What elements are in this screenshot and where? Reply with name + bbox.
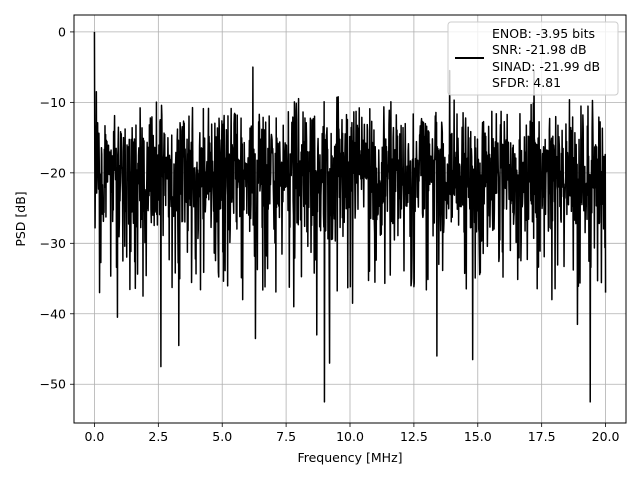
- legend-line-enob: ENOB: -3.95 bits: [492, 26, 595, 41]
- y-axis-label: PSD [dB]: [13, 191, 28, 246]
- y-tick-label: −50: [40, 377, 66, 392]
- x-tick-label: 20.0: [592, 429, 620, 444]
- x-tick-label: 17.5: [528, 429, 556, 444]
- legend-line-sfdr: SFDR: 4.81: [492, 75, 561, 90]
- x-tick-label: 12.5: [400, 429, 428, 444]
- x-axis-ticks: 0.0 2.5 5.0 7.5 10.0 12.5 15.0 17.5 20.0: [84, 423, 620, 444]
- y-tick-label: −10: [40, 95, 66, 110]
- x-tick-label: 7.5: [276, 429, 296, 444]
- y-axis-ticks: 0 −10 −20 −30 −40 −50: [40, 24, 74, 392]
- y-tick-label: 0: [58, 24, 66, 39]
- psd-series-line: [93, 31, 607, 403]
- series-group: [93, 31, 607, 403]
- y-tick-label: −20: [40, 165, 66, 180]
- legend: ENOB: -3.95 bits SNR: -21.98 dB SINAD: -…: [447, 21, 619, 96]
- x-tick-label: 10.0: [336, 429, 364, 444]
- legend-line-snr: SNR: -21.98 dB: [492, 42, 587, 57]
- y-tick-label: −30: [40, 236, 66, 251]
- x-axis-label: Frequency [MHz]: [297, 450, 402, 465]
- legend-line-sinad: SINAD: -21.99 dB: [492, 59, 600, 74]
- x-tick-label: 2.5: [148, 429, 168, 444]
- legend-box: [447, 21, 619, 96]
- y-tick-label: −40: [40, 306, 66, 321]
- x-tick-label: 0.0: [84, 429, 104, 444]
- x-tick-label: 15.0: [464, 429, 492, 444]
- x-tick-label: 5.0: [212, 429, 232, 444]
